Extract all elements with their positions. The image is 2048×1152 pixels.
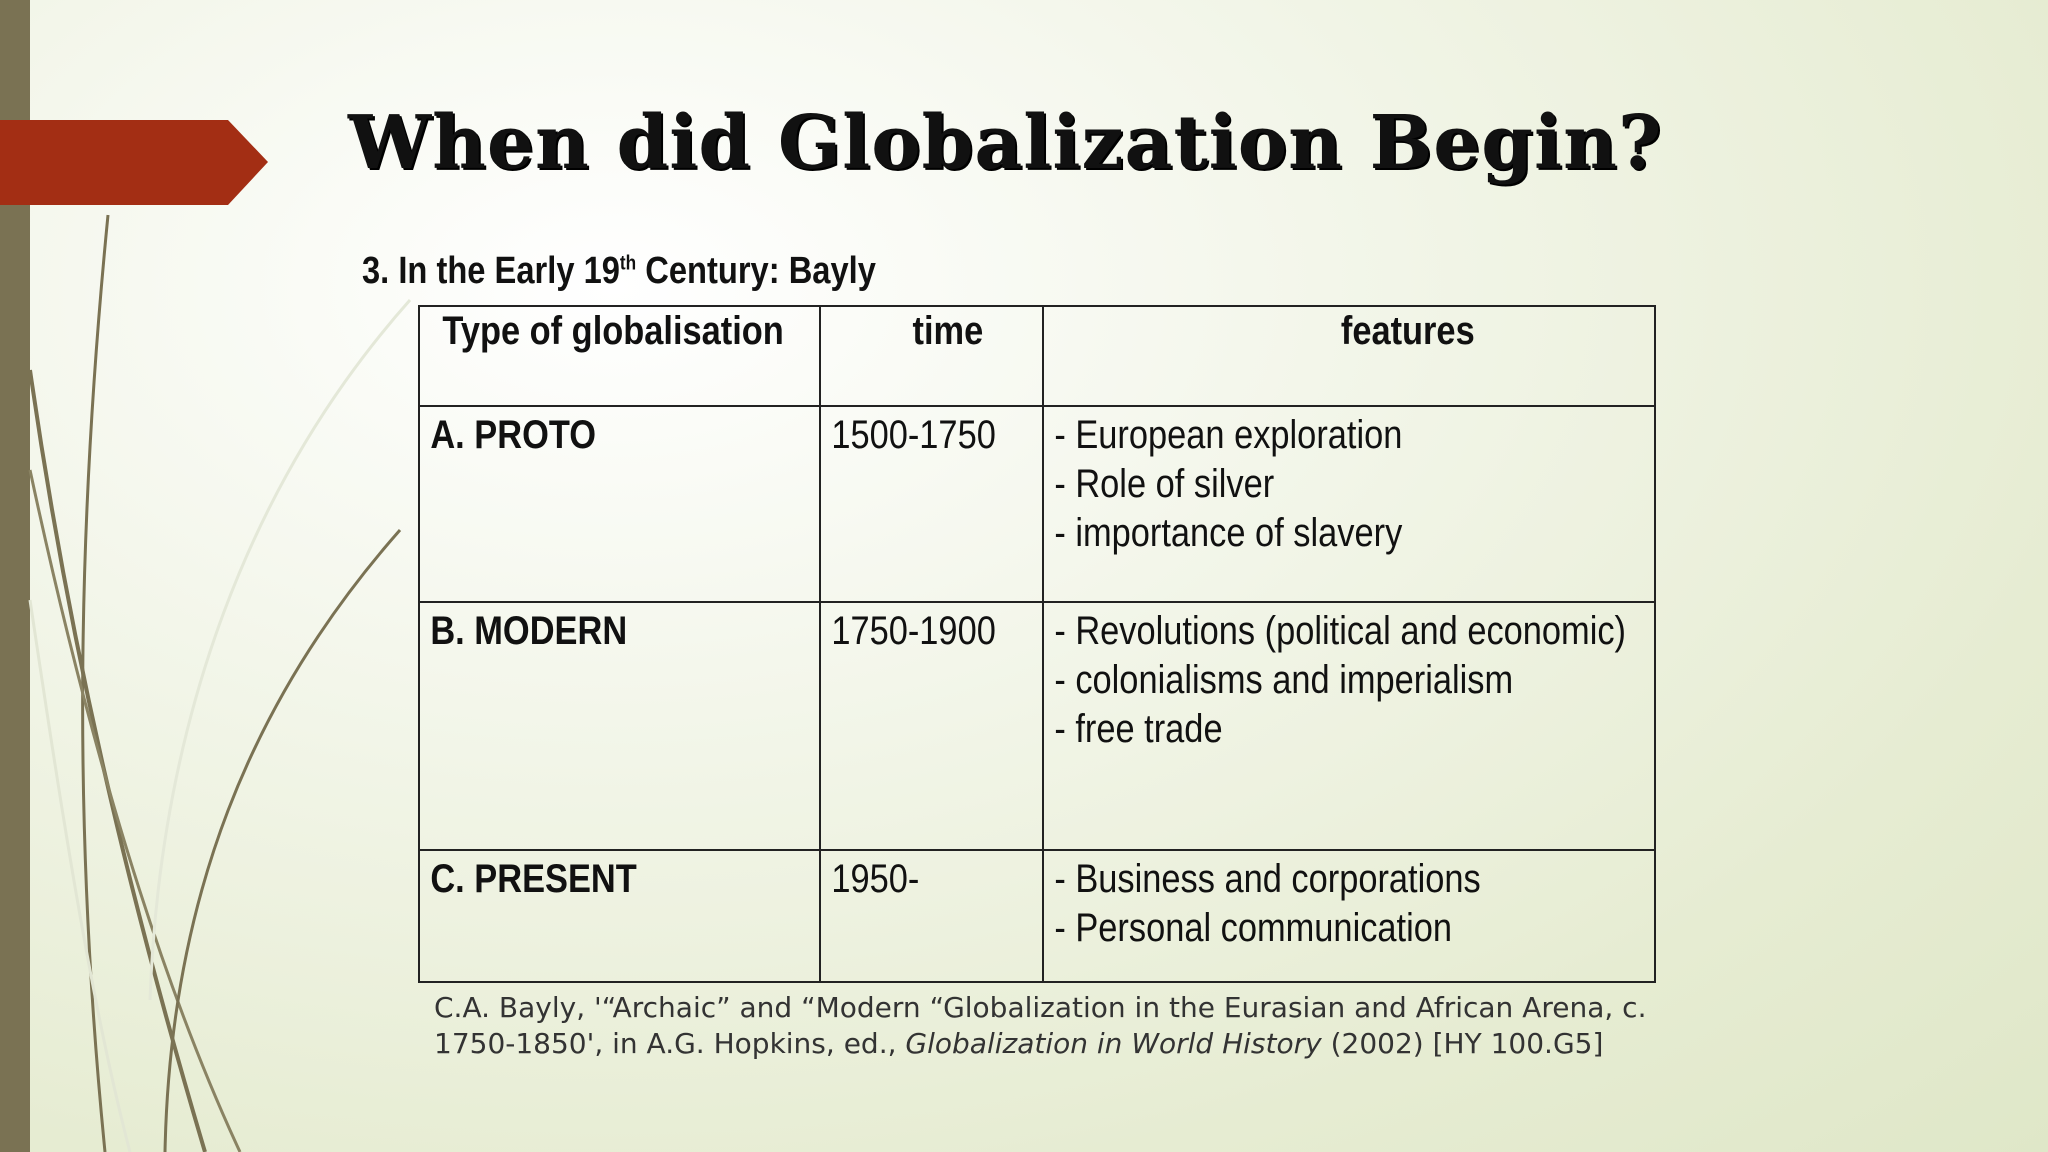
feature-item: - Personal communication: [1054, 906, 1453, 950]
row-time-label: 1950-: [831, 857, 920, 901]
table-row: A. PROTO 1500-1750 - European exploratio…: [418, 405, 1656, 603]
citation: C.A. Bayly, '“Archaic” and “Modern “Glob…: [434, 990, 1664, 1062]
table-header-row: Type of globalisation time features: [418, 305, 1656, 407]
row-features: - Business and corporations - Personal c…: [1042, 849, 1656, 983]
row-type: A. PROTO: [418, 405, 821, 603]
table-row: C. PRESENT 1950- - Business and corporat…: [418, 849, 1656, 983]
slide-subtitle: 3. In the Early 19th Century: Bayly: [362, 250, 876, 300]
row-time: 1750-1900: [819, 601, 1044, 851]
feature-item: - Business and corporations: [1054, 857, 1481, 901]
header-time: time: [819, 305, 1044, 407]
citation-book-title: Globalization in World History: [905, 1027, 1322, 1060]
row-type: B. MODERN: [418, 601, 821, 851]
row-type-label: A. PROTO: [430, 413, 596, 457]
row-features: - European exploration - Role of silver …: [1042, 405, 1656, 603]
slide-title: When did Globalization Begin?: [348, 100, 1663, 186]
header-type-label: Type of globalisation: [442, 309, 784, 353]
row-time: 1950-: [819, 849, 1044, 983]
header-features: features: [1042, 305, 1656, 407]
row-time-label: 1500-1750: [831, 413, 996, 457]
row-type: C. PRESENT: [418, 849, 821, 983]
feature-item: - importance of slavery: [1054, 511, 1403, 555]
header-type: Type of globalisation: [418, 305, 821, 407]
citation-text: C.A. Bayly, '“Archaic” and “Modern “Glob…: [434, 991, 1647, 1060]
header-time-label: time: [912, 309, 984, 353]
subtitle-superscript: th: [619, 252, 637, 275]
header-features-label: features: [1340, 309, 1475, 353]
globalisation-table: Type of globalisation time features A. P…: [418, 305, 1656, 983]
citation-text-end: (2002) [HY 100.G5]: [1321, 1027, 1604, 1060]
row-type-label: C. PRESENT: [430, 857, 637, 901]
feature-item: - Role of silver: [1054, 462, 1275, 506]
feature-item: - free trade: [1054, 707, 1223, 751]
subtitle-prefix: 3. In the Early 19: [362, 250, 620, 292]
table-row: B. MODERN 1750-1900 - Revolutions (polit…: [418, 601, 1656, 851]
row-features: - Revolutions (political and economic) -…: [1042, 601, 1656, 851]
row-time-label: 1750-1900: [831, 609, 996, 653]
row-type-label: B. MODERN: [430, 609, 628, 653]
arrow-banner: [0, 120, 268, 205]
feature-item: - Revolutions (political and economic): [1054, 609, 1627, 653]
feature-item: - European exploration: [1054, 413, 1403, 457]
row-time: 1500-1750: [819, 405, 1044, 603]
feature-item: - colonialisms and imperialism: [1054, 658, 1514, 702]
subtitle-suffix: Century: Bayly: [636, 250, 876, 292]
